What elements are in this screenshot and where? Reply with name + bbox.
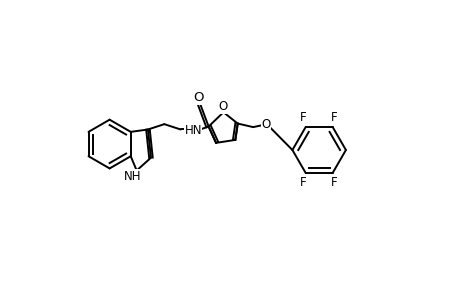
Text: F: F [330,176,336,189]
Text: F: F [299,111,306,124]
Text: O: O [193,91,204,104]
Text: NH: NH [124,170,141,183]
Text: F: F [299,176,306,189]
Text: O: O [261,118,270,131]
Text: HN: HN [184,124,202,136]
Text: F: F [330,111,336,124]
Text: O: O [218,100,228,113]
